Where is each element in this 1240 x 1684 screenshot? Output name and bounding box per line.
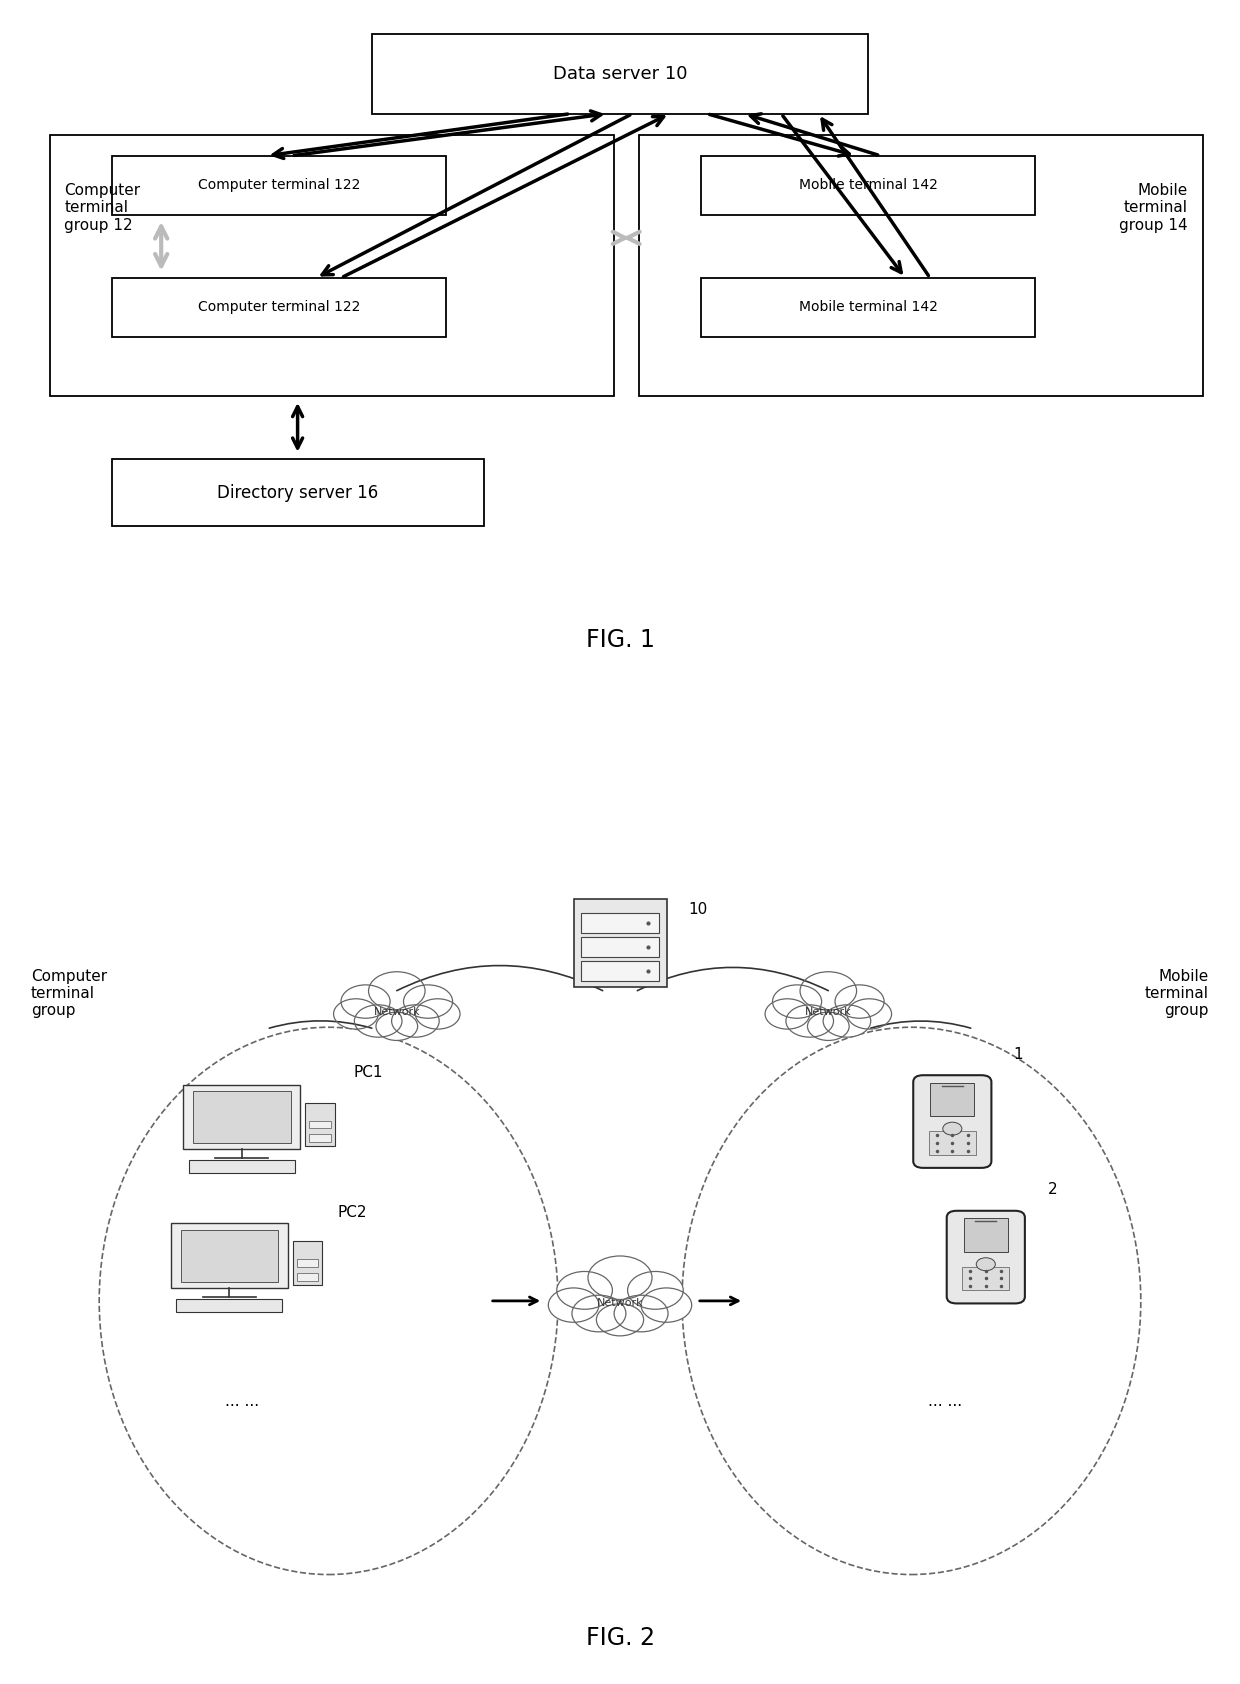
Bar xyxy=(296,1273,319,1282)
Circle shape xyxy=(403,985,453,1019)
Bar xyxy=(580,913,660,933)
FancyBboxPatch shape xyxy=(913,1074,992,1169)
Bar xyxy=(193,1091,290,1143)
Bar xyxy=(309,1120,331,1128)
Circle shape xyxy=(355,1005,402,1037)
Circle shape xyxy=(823,1005,870,1037)
Circle shape xyxy=(800,972,857,1010)
Bar xyxy=(50,135,614,396)
Text: FIG. 1: FIG. 1 xyxy=(585,628,655,652)
Circle shape xyxy=(976,1258,996,1271)
Circle shape xyxy=(368,972,425,1010)
Bar xyxy=(580,936,660,957)
Text: Computer terminal 122: Computer terminal 122 xyxy=(198,179,360,192)
Bar xyxy=(930,1083,975,1116)
Circle shape xyxy=(835,985,884,1019)
Text: ...: ... xyxy=(269,349,289,367)
Text: 10: 10 xyxy=(688,903,708,916)
Ellipse shape xyxy=(99,1027,558,1575)
Text: Mobile terminal 142: Mobile terminal 142 xyxy=(799,179,937,192)
Circle shape xyxy=(588,1256,652,1300)
Bar xyxy=(184,1084,300,1148)
Bar xyxy=(112,278,446,337)
Bar xyxy=(112,155,446,214)
Text: ...: ... xyxy=(858,349,878,367)
Text: Mobile
terminal
group 14: Mobile terminal group 14 xyxy=(1120,184,1188,232)
Text: Directory server 16: Directory server 16 xyxy=(217,483,378,502)
Text: ... ...: ... ... xyxy=(224,1394,259,1410)
Circle shape xyxy=(773,985,822,1019)
Circle shape xyxy=(847,999,892,1029)
Bar xyxy=(580,962,660,980)
Text: 1: 1 xyxy=(1013,1047,1023,1061)
FancyBboxPatch shape xyxy=(946,1211,1025,1303)
Bar xyxy=(112,458,484,525)
Circle shape xyxy=(572,1295,626,1332)
Bar xyxy=(573,899,667,987)
Circle shape xyxy=(548,1288,599,1322)
Ellipse shape xyxy=(682,1027,1141,1575)
Text: Network: Network xyxy=(373,1007,420,1017)
Circle shape xyxy=(596,1303,644,1335)
Circle shape xyxy=(641,1288,692,1322)
Text: Computer
terminal
group 12: Computer terminal group 12 xyxy=(64,184,140,232)
Circle shape xyxy=(807,1012,849,1041)
Text: 2: 2 xyxy=(1048,1182,1058,1197)
Text: ... ...: ... ... xyxy=(928,1394,962,1410)
Circle shape xyxy=(392,1005,439,1037)
Circle shape xyxy=(614,1295,668,1332)
Text: PC1: PC1 xyxy=(353,1066,383,1079)
Bar xyxy=(962,1266,1009,1290)
Bar xyxy=(305,1103,335,1145)
Text: Data server 10: Data server 10 xyxy=(553,64,687,83)
Text: Network: Network xyxy=(805,1007,852,1017)
Bar xyxy=(181,1229,278,1282)
Circle shape xyxy=(942,1122,962,1135)
Circle shape xyxy=(627,1271,683,1308)
Bar xyxy=(293,1241,322,1285)
Circle shape xyxy=(557,1271,613,1308)
Bar xyxy=(188,1160,295,1172)
Circle shape xyxy=(415,999,460,1029)
Text: Network: Network xyxy=(596,1298,644,1308)
Text: FIG. 2: FIG. 2 xyxy=(585,1625,655,1650)
Bar xyxy=(639,135,1203,396)
Circle shape xyxy=(341,985,391,1019)
Bar xyxy=(171,1224,288,1288)
Bar xyxy=(309,1135,331,1142)
Circle shape xyxy=(765,999,810,1029)
Circle shape xyxy=(786,1005,833,1037)
Bar xyxy=(963,1218,1008,1251)
Text: PC2: PC2 xyxy=(337,1206,367,1219)
Bar xyxy=(701,278,1035,337)
Text: Computer
terminal
group: Computer terminal group xyxy=(31,968,107,1019)
Bar xyxy=(372,34,868,115)
Bar xyxy=(929,1132,976,1155)
Text: Mobile terminal 142: Mobile terminal 142 xyxy=(799,300,937,315)
Bar xyxy=(296,1260,319,1268)
Bar xyxy=(701,155,1035,214)
Bar xyxy=(176,1298,283,1312)
Text: Mobile
terminal
group: Mobile terminal group xyxy=(1145,968,1209,1019)
Text: Computer terminal 122: Computer terminal 122 xyxy=(198,300,360,315)
Circle shape xyxy=(334,999,378,1029)
Circle shape xyxy=(376,1012,418,1041)
